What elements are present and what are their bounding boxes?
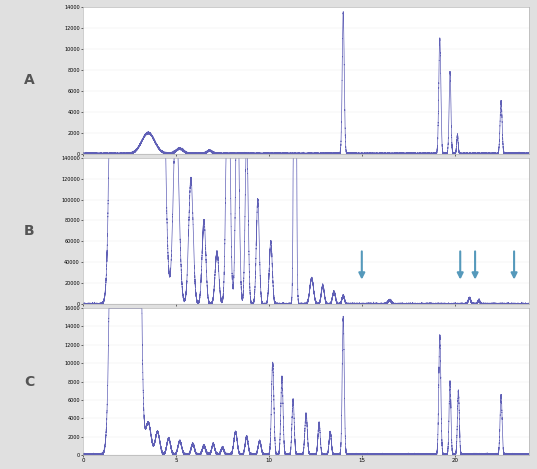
Text: B: B <box>24 224 35 238</box>
Text: A: A <box>24 74 35 87</box>
Text: C: C <box>24 375 35 388</box>
